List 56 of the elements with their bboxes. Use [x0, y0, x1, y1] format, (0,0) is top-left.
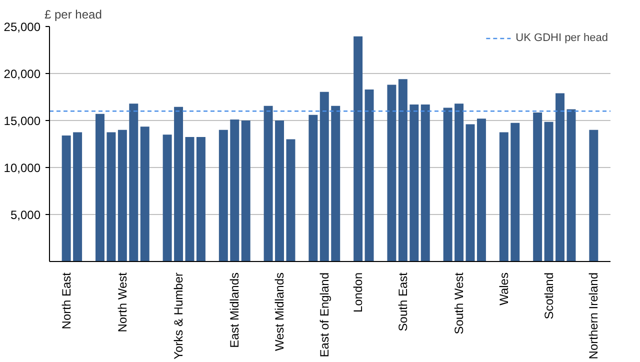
bar [510, 122, 520, 262]
bar [73, 132, 82, 262]
bar [499, 132, 508, 262]
bar [241, 120, 250, 262]
x-tick-label: London [351, 272, 366, 313]
x-tick-label: East of England [317, 272, 332, 358]
bar [118, 130, 127, 262]
bar [387, 84, 396, 262]
bar [466, 124, 475, 262]
bar [320, 92, 329, 262]
x-tick-label: West Midlands [272, 272, 287, 351]
y-axis-title: £ per head [44, 8, 102, 22]
x-tick-label: South East [396, 272, 410, 332]
bar [196, 136, 206, 262]
bar [364, 89, 374, 262]
x-tick-label: Northern Ireland [586, 272, 601, 360]
x-tick-label: East Midlands [228, 272, 242, 348]
y-tick-label: 25,000 [4, 20, 41, 34]
bar [106, 132, 116, 262]
y-tick-label: 5,000 [10, 208, 41, 222]
bar [62, 136, 71, 262]
bar [185, 136, 194, 262]
x-tick-label: North East [59, 272, 74, 330]
bar [129, 104, 138, 262]
bar [96, 114, 104, 262]
x-tick-label: Scotland [542, 272, 556, 320]
bar [410, 104, 419, 262]
bar [218, 130, 228, 262]
bar [476, 118, 486, 262]
legend-label: UK GDHI per head [516, 32, 608, 44]
bar [589, 130, 598, 262]
bar [533, 112, 542, 262]
bar [556, 93, 564, 262]
x-tick-label: Wales [496, 272, 511, 306]
bar [443, 108, 452, 262]
bar [544, 122, 554, 262]
y-tick-label: 15,000 [4, 114, 41, 128]
bar [308, 114, 318, 262]
bar [162, 134, 172, 262]
x-tick-label: Yorks & Humber [172, 272, 186, 360]
bar [420, 104, 430, 262]
bar [454, 104, 464, 262]
bar [140, 126, 150, 262]
bar [566, 109, 576, 262]
bar [275, 120, 284, 262]
y-tick-label: 10,000 [4, 161, 41, 175]
x-tick-label: North West [115, 272, 130, 332]
bar [354, 36, 363, 262]
x-tick-label: South West [452, 272, 466, 334]
bar [398, 79, 408, 262]
y-tick-label: 20,000 [4, 67, 41, 81]
bar [286, 139, 296, 262]
bar [264, 106, 273, 262]
bar [230, 120, 240, 262]
bar [331, 106, 340, 262]
bar [174, 106, 184, 262]
